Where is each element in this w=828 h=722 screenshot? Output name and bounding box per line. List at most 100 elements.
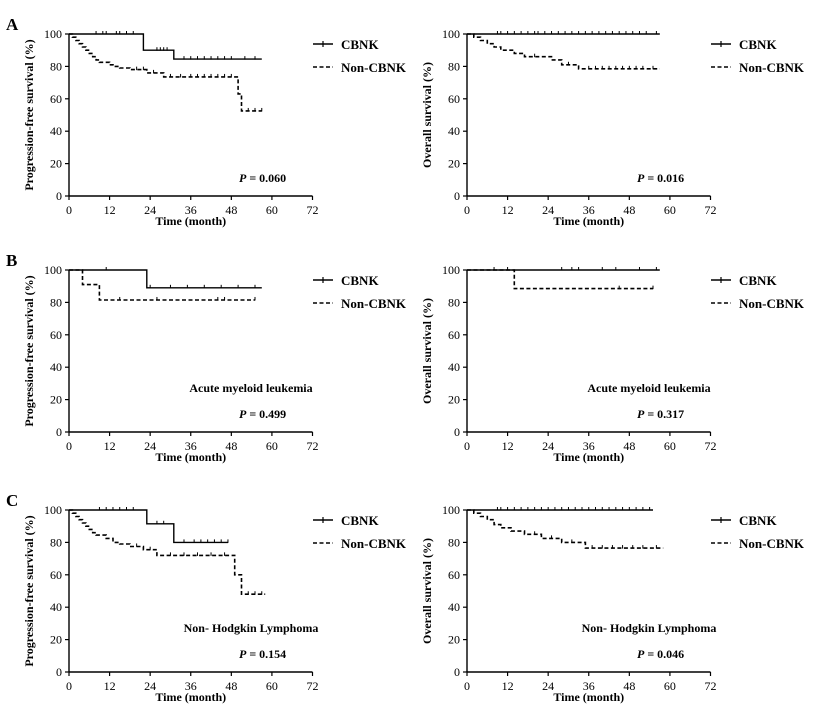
p-value-label: P = 0.154 bbox=[239, 647, 286, 661]
p-symbol: P bbox=[239, 407, 247, 421]
p-symbol: P bbox=[239, 171, 247, 185]
p-value: = 0.317 bbox=[644, 407, 684, 421]
x-axis-label: Time (month) bbox=[155, 450, 226, 464]
y-axis-label: Overall survival (%) bbox=[420, 538, 434, 644]
y-tick-label: 20 bbox=[448, 633, 460, 647]
y-tick-label: 0 bbox=[454, 425, 460, 439]
x-axis-label: Time (month) bbox=[553, 690, 624, 704]
x-tick-label: 72 bbox=[307, 439, 319, 453]
x-tick-label: 60 bbox=[266, 203, 278, 217]
y-axis-label: Progression-free survival (%) bbox=[22, 39, 36, 190]
y-axis-label: Progression-free survival (%) bbox=[22, 275, 36, 426]
x-tick-label: 24 bbox=[144, 679, 156, 693]
x-tick-label: 12 bbox=[502, 439, 514, 453]
series-line-cbnk bbox=[69, 509, 228, 544]
x-tick-label: 48 bbox=[623, 203, 635, 217]
y-tick-label: 0 bbox=[56, 425, 62, 439]
p-symbol: P bbox=[239, 647, 247, 661]
series-line-non-cbnk bbox=[69, 269, 255, 301]
x-tick-label: 24 bbox=[144, 203, 156, 217]
x-tick-label: 36 bbox=[583, 203, 595, 217]
x-tick-label: 36 bbox=[583, 679, 595, 693]
y-tick-label: 80 bbox=[50, 535, 62, 549]
p-value: = 0.046 bbox=[644, 647, 684, 661]
y-tick-label: 40 bbox=[50, 124, 62, 138]
y-tick-label: 20 bbox=[448, 157, 460, 171]
p-value: = 0.060 bbox=[246, 171, 286, 185]
y-tick-label: 20 bbox=[448, 393, 460, 407]
y-tick-label: 40 bbox=[50, 360, 62, 374]
legend-label-non-cbnk: Non-CBNK bbox=[341, 296, 407, 311]
y-axis-label: Progression-free survival (%) bbox=[22, 515, 36, 666]
series-line-non-cbnk bbox=[467, 33, 660, 70]
series-line-non-cbnk bbox=[467, 269, 653, 290]
x-tick-label: 0 bbox=[464, 679, 470, 693]
p-symbol: P bbox=[637, 407, 645, 421]
p-value: = 0.499 bbox=[246, 407, 286, 421]
series-line-non-cbnk bbox=[467, 509, 664, 549]
y-tick-label: 100 bbox=[44, 27, 62, 41]
legend-label-non-cbnk: Non-CBNK bbox=[341, 60, 407, 75]
y-tick-label: 60 bbox=[448, 92, 460, 106]
x-tick-label: 0 bbox=[66, 439, 72, 453]
y-tick-label: 0 bbox=[56, 189, 62, 203]
legend-label-non-cbnk: Non-CBNK bbox=[739, 536, 805, 551]
y-tick-label: 20 bbox=[50, 633, 62, 647]
x-tick-label: 12 bbox=[104, 439, 116, 453]
y-tick-label: 80 bbox=[50, 59, 62, 73]
series-line-non-cbnk bbox=[69, 33, 262, 112]
panel-letter: B bbox=[6, 251, 17, 270]
x-tick-label: 48 bbox=[225, 203, 237, 217]
x-tick-label: 48 bbox=[623, 679, 635, 693]
y-tick-label: 80 bbox=[50, 295, 62, 309]
y-tick-label: 100 bbox=[442, 503, 460, 517]
p-symbol: P bbox=[637, 647, 645, 661]
x-tick-label: 72 bbox=[705, 439, 717, 453]
x-tick-label: 60 bbox=[266, 679, 278, 693]
legend-label-non-cbnk: Non-CBNK bbox=[341, 536, 407, 551]
x-tick-label: 0 bbox=[464, 203, 470, 217]
y-tick-label: 0 bbox=[454, 665, 460, 679]
x-tick-label: 72 bbox=[307, 679, 319, 693]
x-tick-label: 24 bbox=[542, 679, 554, 693]
chart-panel-a-left: A 0 12 24 36 48 60 72 0 20 40 60 80 100 Time (month) Pr… bbox=[6, 15, 407, 228]
y-tick-label: 40 bbox=[448, 600, 460, 614]
chart-panel-c-right: 0 12 24 36 48 60 72 0 20 40 60 80 100 Time (month) Ove… bbox=[420, 503, 805, 704]
y-tick-label: 60 bbox=[448, 568, 460, 582]
x-tick-label: 60 bbox=[664, 439, 676, 453]
x-tick-label: 24 bbox=[542, 203, 554, 217]
chart-panel-c-left: C 0 12 24 36 48 60 72 0 20 40 60 80 100 Time (month) Pr… bbox=[6, 491, 407, 704]
y-tick-label: 40 bbox=[448, 360, 460, 374]
p-value-label: P = 0.016 bbox=[637, 171, 684, 185]
p-value-label: P = 0.060 bbox=[239, 171, 286, 185]
p-value: = 0.016 bbox=[644, 171, 684, 185]
panel-letter: A bbox=[6, 15, 19, 34]
panel-subtitle: Acute myeloid leukemia bbox=[587, 381, 710, 395]
y-tick-label: 40 bbox=[50, 600, 62, 614]
y-tick-label: 100 bbox=[442, 263, 460, 277]
y-tick-label: 0 bbox=[56, 665, 62, 679]
y-tick-label: 40 bbox=[448, 124, 460, 138]
y-tick-label: 60 bbox=[50, 328, 62, 342]
x-tick-label: 24 bbox=[144, 439, 156, 453]
x-tick-label: 72 bbox=[307, 203, 319, 217]
y-tick-label: 20 bbox=[50, 393, 62, 407]
x-tick-label: 48 bbox=[623, 439, 635, 453]
x-tick-label: 0 bbox=[66, 203, 72, 217]
panel-subtitle: Acute myeloid leukemia bbox=[189, 381, 312, 395]
legend-label-cbnk: CBNK bbox=[739, 513, 777, 528]
legend-label-cbnk: CBNK bbox=[739, 37, 777, 52]
legend-label-non-cbnk: Non-CBNK bbox=[739, 296, 805, 311]
legend-label-cbnk: CBNK bbox=[341, 37, 379, 52]
y-tick-label: 100 bbox=[44, 503, 62, 517]
chart-panel-b-left: B 0 12 24 36 48 60 72 0 20 40 60 80 100 Time (month) Pr… bbox=[6, 251, 407, 464]
y-axis-label: Overall survival (%) bbox=[420, 62, 434, 168]
legend-label-cbnk: CBNK bbox=[739, 273, 777, 288]
x-axis-label: Time (month) bbox=[155, 690, 226, 704]
series-line-cbnk bbox=[69, 33, 262, 60]
series-line-non-cbnk bbox=[69, 509, 266, 595]
x-axis-label: Time (month) bbox=[553, 214, 624, 228]
y-tick-label: 0 bbox=[454, 189, 460, 203]
y-tick-label: 100 bbox=[442, 27, 460, 41]
